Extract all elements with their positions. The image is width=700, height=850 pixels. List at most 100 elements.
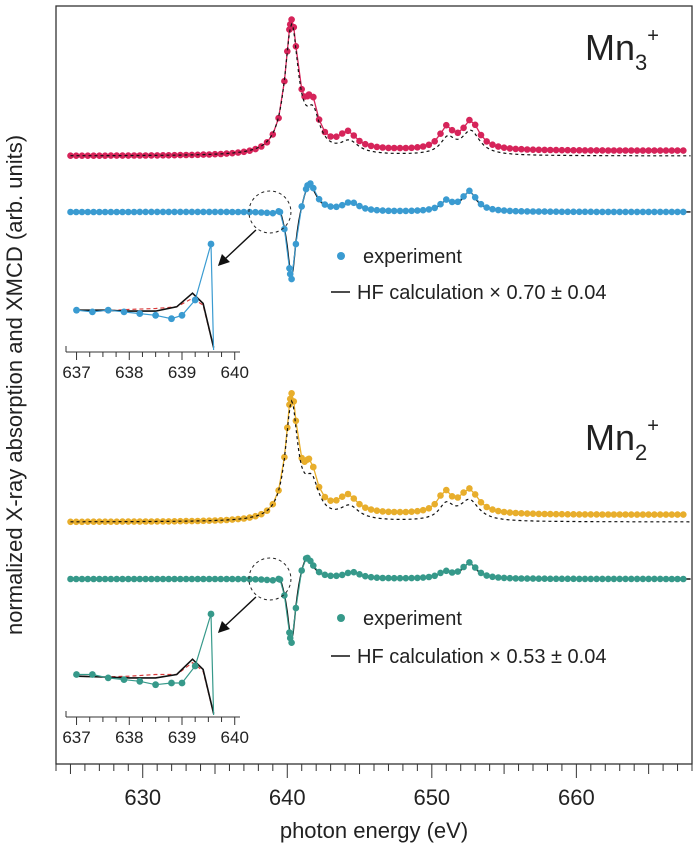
mn2-xas-point [460, 489, 467, 496]
mn3-xas-point [604, 147, 612, 154]
mn2-xmcd-point [680, 575, 687, 583]
mn2-xmcd-point [177, 575, 184, 583]
mn3-xas-point [425, 141, 433, 149]
mn2-xmcd-point [188, 575, 196, 583]
mn3-xmcd-point [263, 209, 271, 217]
mn2-xas-point [668, 511, 676, 518]
mn3-xas-point [130, 152, 138, 159]
mn2-inset-tick-label: 637 [62, 728, 90, 747]
mn3-xmcd-point [252, 208, 259, 216]
mn2-xas-point [333, 497, 340, 504]
mn2-xas-point [136, 518, 144, 525]
mn3-xmcd-point [599, 208, 606, 216]
mn3-xmcd-point [379, 207, 387, 214]
mn3-xmcd-point [171, 208, 178, 216]
mn2-xmcd-point [570, 575, 577, 583]
mn2-xas-point [599, 511, 606, 518]
mn2-xas-point [258, 510, 265, 518]
mn2-xas-point [229, 516, 236, 523]
mn2-xas-point [338, 493, 346, 501]
x-tick-label: 640 [269, 785, 306, 810]
mn2-xmcd-point [489, 573, 496, 581]
mn3-xmcd-point [78, 208, 86, 216]
x-axis-ticks: 630 640 650 660 [55, 764, 693, 810]
mn2-xmcd-point [535, 575, 543, 582]
mn3-xas-point [327, 133, 334, 140]
mn3-xmcd-point [443, 196, 450, 203]
series-layer [67, 16, 691, 646]
mn2-xmcd-point [633, 575, 641, 583]
mn3-xas-point [246, 147, 253, 154]
mn3-xas-point [651, 147, 658, 154]
mn3-xas-point [558, 146, 566, 154]
mn3-xmcd-point [217, 208, 225, 216]
mn3-xmcd-point [390, 207, 398, 215]
mn2-xas-point [327, 497, 334, 505]
mn3-inset-exp-point [89, 308, 96, 316]
mn2-legend-exp-label: experiment [363, 608, 462, 630]
mn3-inset-tick-label: 637 [62, 363, 90, 382]
mn2-xas-point [541, 510, 548, 518]
mn3-xas-point [471, 121, 479, 129]
mn2-xas-point [518, 510, 525, 517]
mn2-legend-exp-marker [337, 614, 345, 622]
mn2-inset-exp-point [136, 677, 144, 685]
mn3-xas-point [656, 147, 664, 154]
mn2-xas-point [466, 485, 473, 492]
mn3-xas-point [362, 140, 369, 148]
mn3-xas-point [298, 85, 306, 93]
mn2-xas-point [547, 510, 554, 518]
mn3-xas-point [344, 127, 352, 135]
mn2-xmcd-point [443, 567, 450, 575]
mn3-xmcd-point [593, 208, 600, 216]
mn2-xmcd-point [639, 575, 647, 583]
mn2-xas-point [431, 500, 439, 508]
mn3-xas-point [506, 145, 514, 152]
mn3-xmcd-point [205, 208, 213, 216]
mn2-xas-point [454, 494, 462, 501]
mn2-xas-point [373, 507, 381, 514]
mn3-xas-point [547, 146, 554, 154]
mn2-xas-point [471, 491, 479, 498]
mn2-xas-calc-line [70, 399, 691, 523]
mn3-label-base: Mn [585, 27, 635, 68]
mn3-xas-point [396, 144, 404, 152]
mn3-xmcd-point [396, 207, 404, 215]
mn2-xmcd-point [350, 568, 358, 576]
mn2-inset-tick-label: 640 [221, 728, 249, 747]
mn3-xas-point [500, 144, 508, 151]
mn3-xas-point [662, 147, 670, 154]
mn3-xas-point [622, 147, 629, 154]
mn2-legend-calc-label: HF calculation × 0.53 ± 0.04 [357, 646, 606, 668]
mn3-xas-point [136, 152, 144, 159]
mn2-xmcd-point [200, 575, 207, 583]
mn2-xmcd-point [651, 575, 658, 583]
mn3-xmcd-point [656, 208, 664, 216]
mn2-xmcd-point [356, 571, 363, 578]
x-tick-label: 650 [413, 785, 450, 810]
mn2-xas-point [310, 463, 317, 471]
mn2-xas-point [529, 510, 537, 517]
mn3-xas-point [78, 152, 86, 159]
mn3-xas-point [275, 114, 282, 122]
mn3-xas-point [229, 149, 236, 157]
mn3-xas-point [284, 48, 291, 55]
mn3-xmcd-point [385, 207, 392, 215]
mn2-xas-point [616, 511, 623, 518]
mn3-xmcd-point [153, 208, 161, 216]
mn3-zoom-arrow [223, 229, 257, 261]
mn2-xmcd-point [431, 572, 439, 580]
mn2-xas-point [425, 505, 433, 512]
mn2-xmcd-point [448, 569, 456, 576]
mn3-xas-point [281, 77, 288, 85]
y-axis-label: normalized X-ray absorption and XMCD (ar… [2, 135, 27, 635]
mn3-inset-exp-point [168, 315, 175, 323]
mn2-xmcd-point [205, 575, 213, 583]
mn3-xas-point [240, 148, 248, 156]
mn2-xmcd-point [628, 575, 635, 583]
mn2-xas-point [570, 511, 577, 518]
mn2-xas-point [281, 453, 288, 461]
mn3-xmcd-point [495, 206, 502, 214]
